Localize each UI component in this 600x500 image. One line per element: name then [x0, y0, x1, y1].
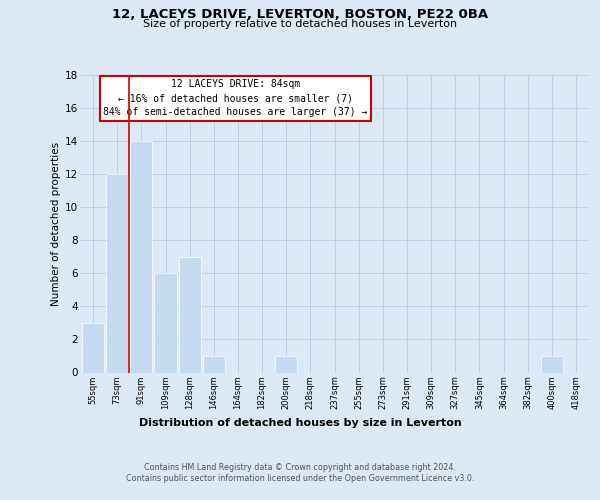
Text: Distribution of detached houses by size in Leverton: Distribution of detached houses by size … [139, 418, 461, 428]
Text: 12, LACEYS DRIVE, LEVERTON, BOSTON, PE22 0BA: 12, LACEYS DRIVE, LEVERTON, BOSTON, PE22… [112, 8, 488, 20]
Bar [179, 257, 201, 372]
Y-axis label: Number of detached properties: Number of detached properties [51, 142, 61, 306]
Bar [541, 356, 563, 372]
Bar [275, 356, 298, 372]
Text: 12 LACEYS DRIVE: 84sqm
← 16% of detached houses are smaller (7)
84% of semi-deta: 12 LACEYS DRIVE: 84sqm ← 16% of detached… [103, 80, 368, 118]
Bar [82, 323, 104, 372]
Text: Contains public sector information licensed under the Open Government Licence v3: Contains public sector information licen… [126, 474, 474, 483]
Bar [130, 141, 152, 372]
Bar [154, 274, 176, 372]
Bar [106, 174, 128, 372]
Text: Size of property relative to detached houses in Leverton: Size of property relative to detached ho… [143, 19, 457, 29]
Bar [203, 356, 225, 372]
Text: Contains HM Land Registry data © Crown copyright and database right 2024.: Contains HM Land Registry data © Crown c… [144, 462, 456, 471]
